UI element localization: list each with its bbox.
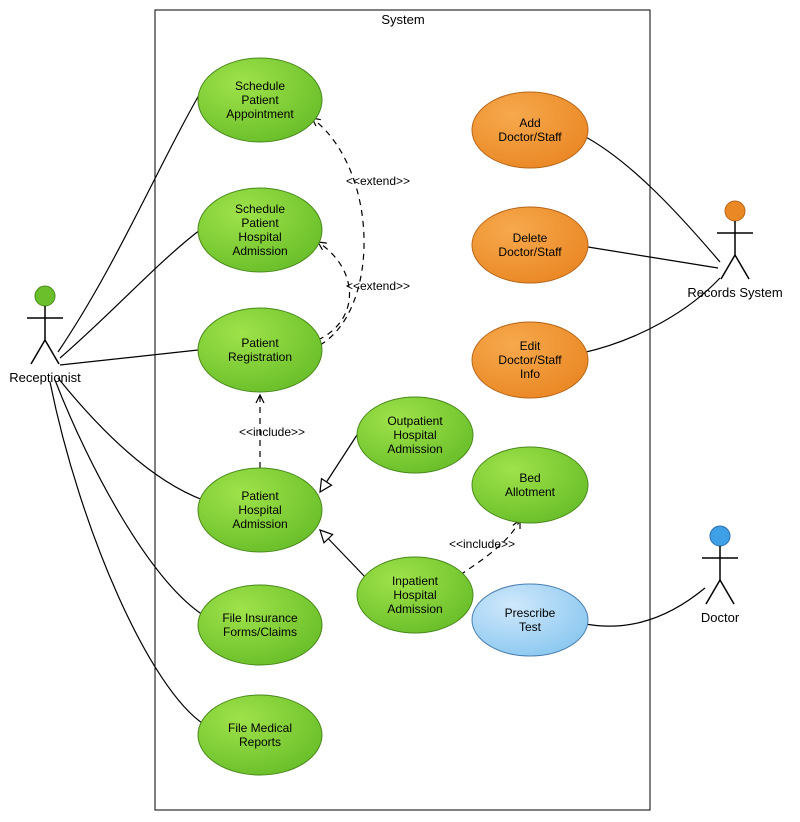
edge-label-extend-appt: <<extend>> bbox=[346, 174, 410, 188]
usecase-label-file-insurance: File InsuranceForms/Claims bbox=[222, 611, 298, 639]
edge-label-include-bed: <<include>> bbox=[449, 537, 515, 551]
actor-receptionist: Receptionist bbox=[9, 286, 81, 385]
edge-records-delete bbox=[588, 247, 718, 268]
usecase-label-outpatient: OutpatientHospitalAdmission bbox=[387, 414, 443, 456]
actor-doctor: Doctor bbox=[701, 526, 740, 625]
edge-rec-schedule-appt bbox=[58, 76, 210, 352]
actor-records: Records System bbox=[687, 201, 782, 300]
edge-rec-schedule-admit bbox=[60, 230, 200, 358]
actor-label-doctor: Doctor bbox=[701, 610, 740, 625]
edge-rec-patient-reg bbox=[60, 350, 198, 365]
edge-records-add bbox=[582, 135, 720, 262]
edge-rec-file-med bbox=[50, 382, 205, 725]
usecase-label-schedule-admit: SchedulePatientHospitalAdmission bbox=[232, 202, 287, 258]
system-label: System bbox=[381, 12, 424, 27]
edge-label-extend-admit: <<extend>> bbox=[346, 279, 410, 293]
actor-label-records: Records System bbox=[687, 285, 782, 300]
usecase-label-inpatient: InpatientHospitalAdmission bbox=[387, 574, 442, 616]
edge-label-include-reg: <<include>> bbox=[239, 425, 305, 439]
edge-gen-inpatient bbox=[320, 530, 368, 580]
edge-extend-admit bbox=[318, 242, 350, 340]
actor-label-receptionist: Receptionist bbox=[9, 370, 81, 385]
edge-doctor-prescribe bbox=[585, 588, 705, 626]
edge-rec-file-ins bbox=[55, 380, 203, 615]
